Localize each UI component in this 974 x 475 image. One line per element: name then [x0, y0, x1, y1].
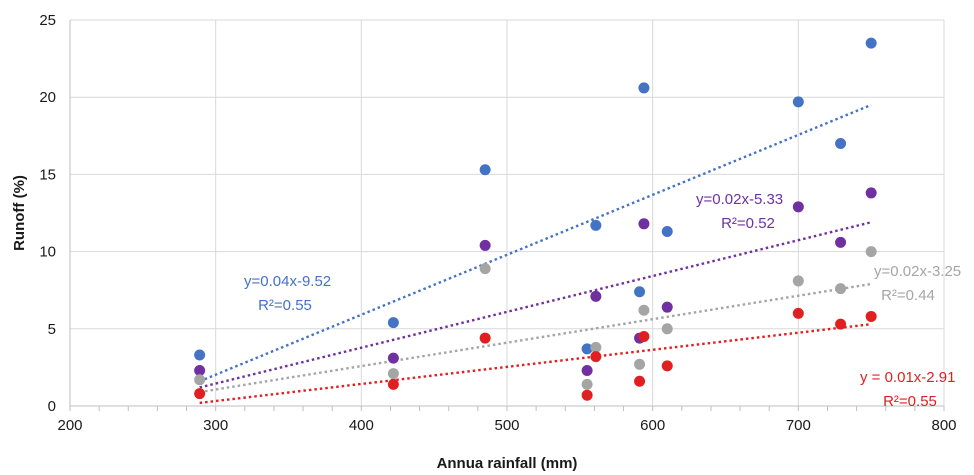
data-point — [638, 304, 650, 316]
data-point — [835, 283, 847, 295]
data-point — [865, 37, 877, 49]
trendline — [199, 103, 872, 383]
axes: 200 300 400 500 600 700 800 0 5 10 15 20 25 — [39, 12, 956, 434]
data-point — [479, 332, 491, 344]
x-tick-label: 200 — [57, 417, 82, 434]
data-point — [638, 218, 650, 230]
data-point — [387, 368, 399, 380]
trend-r-squared: R²=0.44 — [881, 287, 935, 304]
data-point — [590, 219, 602, 231]
data-point — [590, 351, 602, 363]
data-point — [865, 246, 877, 258]
data-point — [194, 349, 206, 361]
data-point — [590, 341, 602, 353]
y-tick-label: 15 — [39, 166, 56, 183]
trend-equation: y = 0.01x-2.91 — [860, 369, 955, 386]
data-point — [835, 236, 847, 248]
data-points — [194, 37, 877, 401]
data-point — [661, 323, 673, 335]
data-point — [194, 388, 206, 400]
x-tick-label: 300 — [203, 417, 228, 434]
trend-r-squared: R²=0.52 — [721, 215, 775, 232]
data-point — [387, 378, 399, 390]
data-point — [590, 290, 602, 302]
data-point — [835, 318, 847, 330]
data-point — [387, 352, 399, 364]
data-point — [581, 389, 593, 401]
x-tick-label: 800 — [931, 417, 956, 434]
x-tick-label: 700 — [786, 417, 811, 434]
trend-equation: y=0.04x-9.52 — [244, 273, 331, 290]
x-tick-label: 500 — [494, 417, 519, 434]
data-point — [638, 82, 650, 94]
x-tick-label: 600 — [640, 417, 665, 434]
data-point — [479, 239, 491, 251]
y-tick-label: 0 — [48, 398, 56, 415]
trendlines — [199, 103, 872, 405]
trend-equation: y=0.02x-5.33 — [696, 191, 783, 208]
data-point — [581, 364, 593, 376]
data-point — [479, 164, 491, 176]
trend-equation: y=0.02x-3.25 — [874, 263, 961, 280]
data-point — [835, 138, 847, 150]
trendline — [199, 322, 872, 405]
data-point — [661, 226, 673, 238]
y-tick-label: 10 — [39, 244, 56, 261]
data-point — [792, 307, 804, 319]
annotations: y=0.04x-9.52 R²=0.55 y=0.02x-5.33 R²=0.52 y=… — [244, 191, 961, 410]
y-axis-title: Runoff (%) — [11, 175, 28, 251]
data-point — [479, 263, 491, 275]
y-tick-label: 5 — [48, 321, 56, 338]
trend-r-squared: R²=0.55 — [258, 297, 312, 314]
data-point — [792, 96, 804, 108]
data-point — [581, 378, 593, 390]
data-point — [194, 364, 206, 376]
data-point — [387, 317, 399, 329]
trend-r-squared: R²=0.55 — [883, 393, 937, 410]
data-point — [792, 201, 804, 213]
data-point — [194, 374, 206, 386]
data-point — [661, 360, 673, 372]
data-point — [634, 375, 646, 387]
data-point — [634, 358, 646, 370]
data-point — [638, 331, 650, 343]
y-tick-label: 25 — [39, 12, 56, 29]
data-point — [865, 187, 877, 199]
data-point — [634, 286, 646, 298]
x-axis-title: Annua rainfall (mm) — [437, 455, 578, 472]
data-point — [865, 310, 877, 322]
data-point — [792, 275, 804, 287]
data-point — [661, 301, 673, 313]
y-tick-label: 20 — [39, 89, 56, 106]
data-point — [581, 343, 593, 355]
trendline — [199, 282, 872, 394]
x-tick-label: 400 — [349, 417, 374, 434]
